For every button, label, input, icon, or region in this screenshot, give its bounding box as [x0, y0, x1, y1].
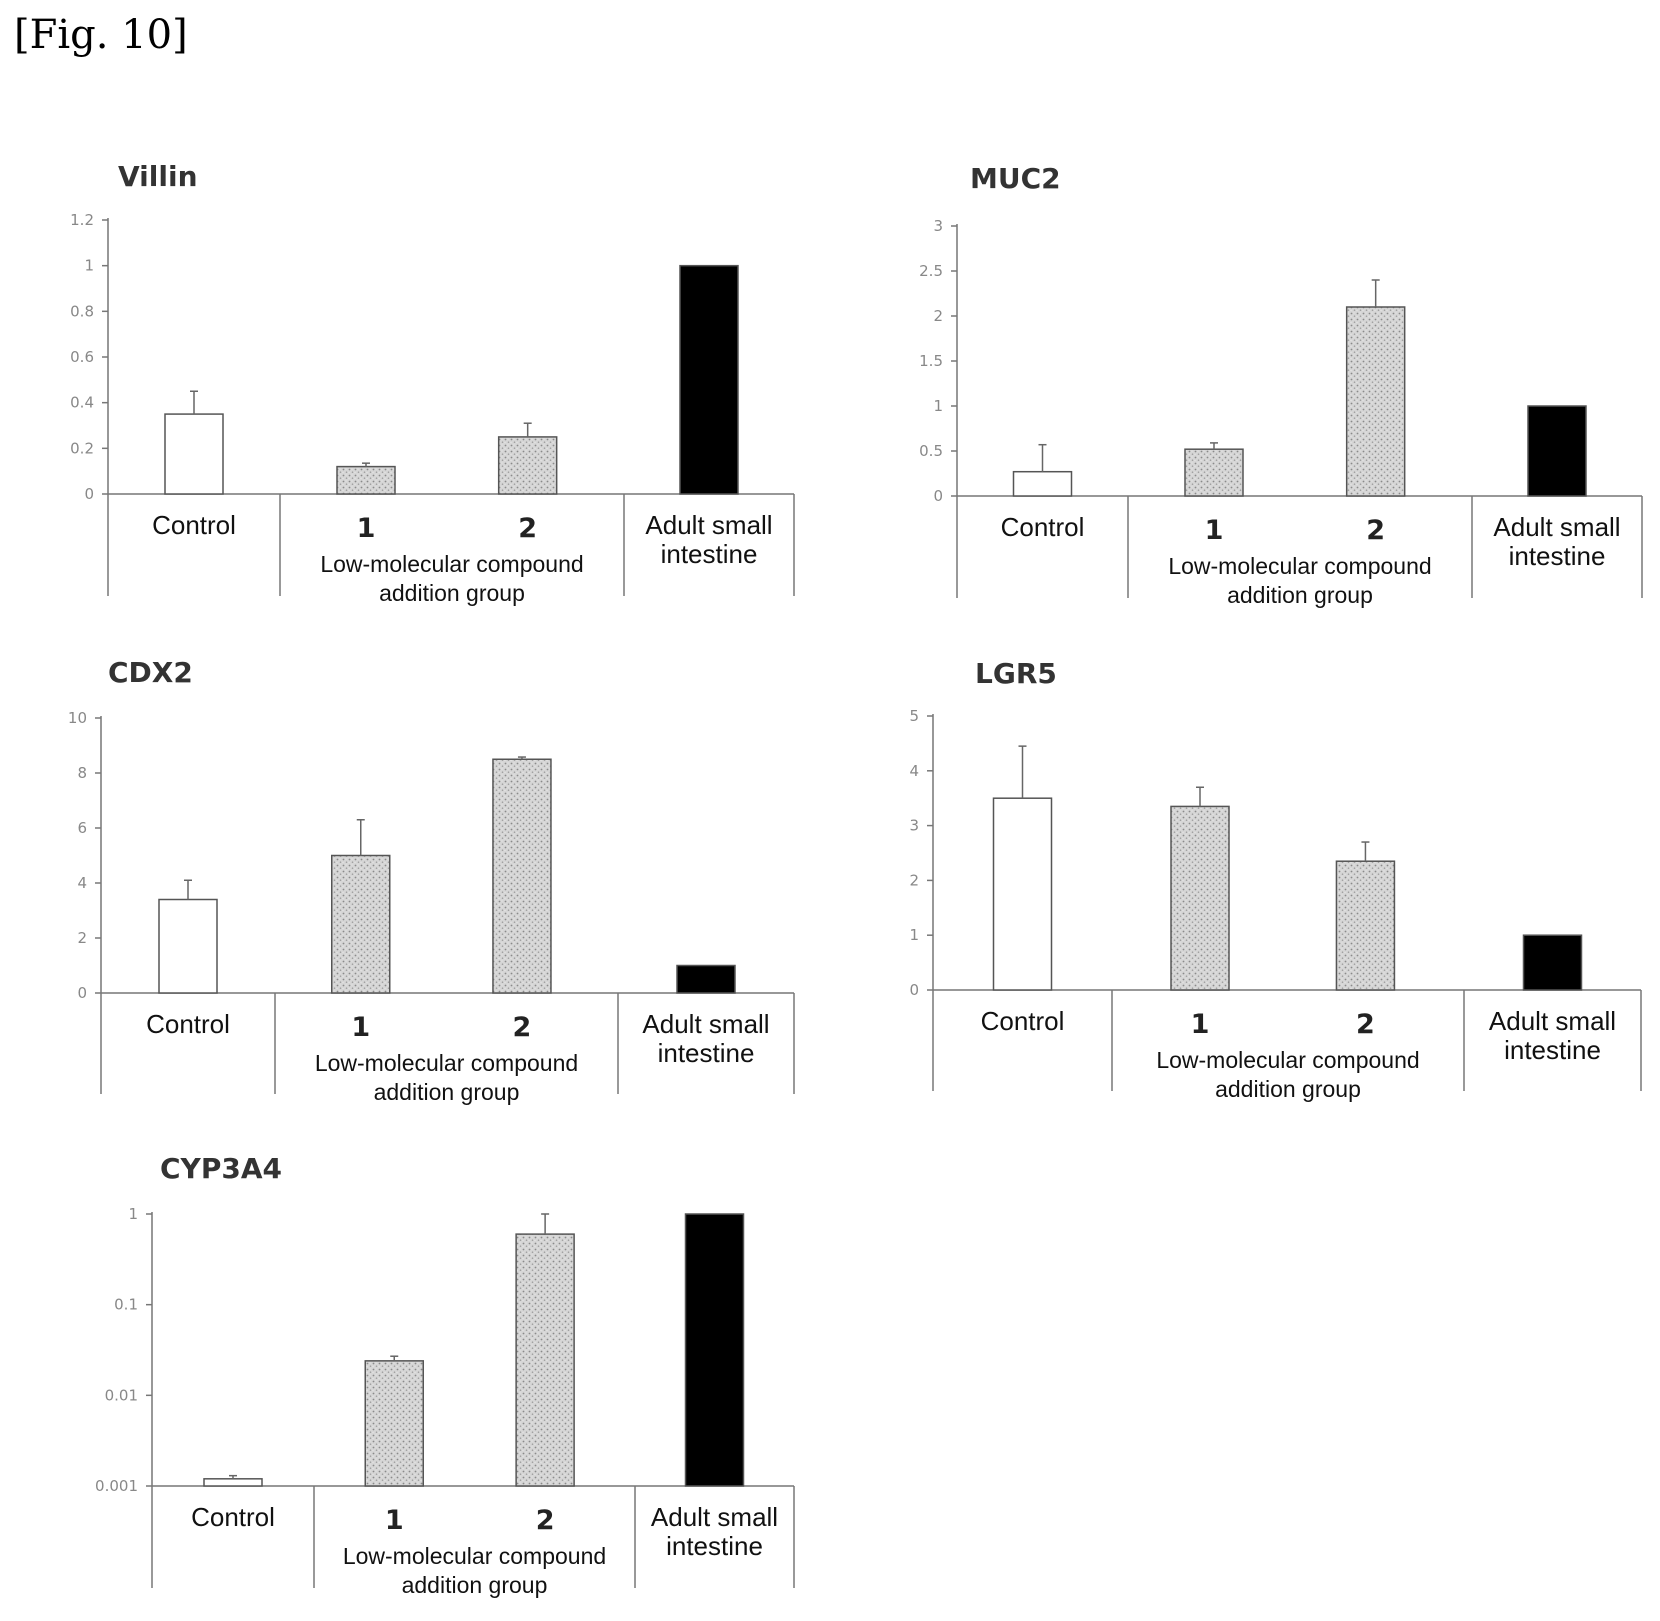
bar-adult-small-intestine [679, 264, 739, 495]
bar-group-2 [1345, 306, 1406, 497]
y-tick-label: 0.8 [70, 302, 94, 320]
category-label-adult-line1: Adult small [642, 1009, 769, 1039]
y-tick-label: 0.001 [95, 1477, 138, 1495]
y-tick-label: 0.01 [105, 1386, 138, 1404]
y-tick-label: 0.6 [70, 348, 94, 366]
group-label-line1: Low-molecular compound [1168, 553, 1431, 579]
bar-group-2 [1335, 860, 1396, 991]
category-label-1: 1 [1205, 515, 1224, 546]
bar-control [1012, 470, 1073, 497]
chart-panel-cyp3a4: CYP3A4 0.001 0.01 0.1 1 Control 1 2 Low-molecula… [95, 1152, 795, 1598]
group-label-line1: Low-molecular compound [320, 551, 583, 577]
bar-adult-small-intestine [684, 1213, 745, 1487]
category-label-adult-line1: Adult small [1489, 1006, 1616, 1036]
y-tick-label: 0.1 [114, 1296, 138, 1314]
y-tick-label: 1 [128, 1205, 138, 1223]
y-tick-label: 0.4 [70, 394, 94, 412]
chart-title: CYP3A4 [160, 1152, 282, 1185]
category-label-control: Control [146, 1009, 230, 1039]
category-label-adult-line2: intestine [1509, 541, 1606, 571]
category-label-adult-line1: Adult small [1493, 512, 1620, 542]
category-label-adult-line2: intestine [666, 1531, 763, 1561]
bar-group-1 [1170, 805, 1230, 991]
figure-label: [Fig. 10] [14, 12, 188, 58]
bar-adult-small-intestine [676, 964, 736, 994]
category-label-1: 1 [385, 1505, 404, 1536]
category-label-1: 1 [357, 513, 376, 544]
bar-group-2 [497, 436, 558, 495]
group-label-line2: addition group [374, 1079, 520, 1105]
category-label-2: 2 [513, 1012, 532, 1043]
y-tick-label: 1.2 [70, 211, 94, 229]
category-label-2: 2 [1366, 515, 1385, 546]
chart-panel-muc2: MUC2 0 0.5 1 1.5 2 2.5 3 Control 1 2 Low-molecular … [919, 162, 1643, 608]
bar-control [158, 898, 218, 994]
y-tick-label: 5 [909, 707, 919, 725]
group-label-line1: Low-molecular compound [315, 1050, 578, 1076]
category-label-adult-line2: intestine [658, 1038, 755, 1068]
category-label-2: 2 [518, 513, 537, 544]
y-tick-label: 2 [933, 307, 943, 325]
bar-group-1 [331, 854, 391, 994]
category-label-adult-line1: Adult small [645, 510, 772, 540]
category-label-control: Control [981, 1006, 1065, 1036]
category-label-1: 1 [351, 1012, 370, 1043]
category-label-1: 1 [1191, 1009, 1210, 1040]
bar-group-2 [492, 758, 552, 994]
bar-control [203, 1478, 263, 1487]
group-label-line1: Low-molecular compound [1156, 1047, 1419, 1073]
chart-title: MUC2 [970, 162, 1061, 195]
y-tick-label: 10 [68, 709, 87, 727]
y-tick-label: 0 [84, 485, 94, 503]
category-label-2: 2 [536, 1505, 555, 1536]
group-label-line2: addition group [379, 580, 525, 606]
category-label-adult-line2: intestine [661, 539, 758, 569]
y-tick-label: 1 [933, 397, 943, 415]
category-label-adult-line1: Adult small [651, 1502, 778, 1532]
bar-adult-small-intestine [1522, 934, 1583, 991]
group-label-line2: addition group [1215, 1076, 1361, 1102]
category-label-control: Control [191, 1502, 275, 1532]
chart-title: CDX2 [108, 656, 193, 689]
y-tick-label: 8 [77, 764, 87, 782]
bar-group-1 [1184, 448, 1244, 497]
y-tick-label: 3 [909, 817, 919, 835]
chart-title: LGR5 [975, 657, 1057, 690]
bar-adult-small-intestine [1527, 405, 1587, 497]
chart-panel-villin: Villin 0 0.2 0.4 0.6 0.8 1 1.2 Control 1 2 Low-mole… [70, 160, 795, 606]
category-label-2: 2 [1356, 1009, 1375, 1040]
bar-control [164, 413, 224, 495]
chart-panel-lgr5: LGR5 0 1 2 3 4 5 Control 1 2 Low-molecular compoun… [909, 657, 1642, 1102]
y-tick-label: 1 [909, 926, 919, 944]
category-label-control: Control [152, 510, 236, 540]
y-tick-label: 4 [909, 762, 919, 780]
y-tick-label: 3 [933, 217, 943, 235]
y-tick-label: 0 [933, 487, 943, 505]
group-label-line2: addition group [1227, 582, 1373, 608]
bar-group-1 [364, 1360, 424, 1487]
chart-title: Villin [118, 160, 198, 193]
y-tick-label: 2 [77, 929, 87, 947]
bar-group-1 [336, 465, 396, 495]
group-label-line1: Low-molecular compound [343, 1543, 606, 1569]
y-tick-label: 0 [77, 984, 87, 1002]
y-tick-label: 0.5 [919, 442, 943, 460]
y-tick-label: 0.2 [70, 439, 94, 457]
group-label-line2: addition group [402, 1572, 548, 1598]
chart-panel-cdx2: CDX2 0 2 4 6 8 10 Control 1 2 Low-molecular compou… [68, 656, 795, 1105]
bar-group-2 [515, 1233, 575, 1487]
y-tick-label: 4 [77, 874, 87, 892]
y-tick-label: 6 [77, 819, 87, 837]
y-tick-label: 2 [909, 871, 919, 889]
y-tick-label: 0 [909, 981, 919, 999]
bar-control [992, 797, 1053, 991]
category-label-control: Control [1001, 512, 1085, 542]
category-label-adult-line2: intestine [1504, 1035, 1601, 1065]
y-tick-label: 1 [84, 257, 94, 275]
y-tick-label: 1.5 [919, 352, 943, 370]
y-tick-label: 2.5 [919, 262, 943, 280]
